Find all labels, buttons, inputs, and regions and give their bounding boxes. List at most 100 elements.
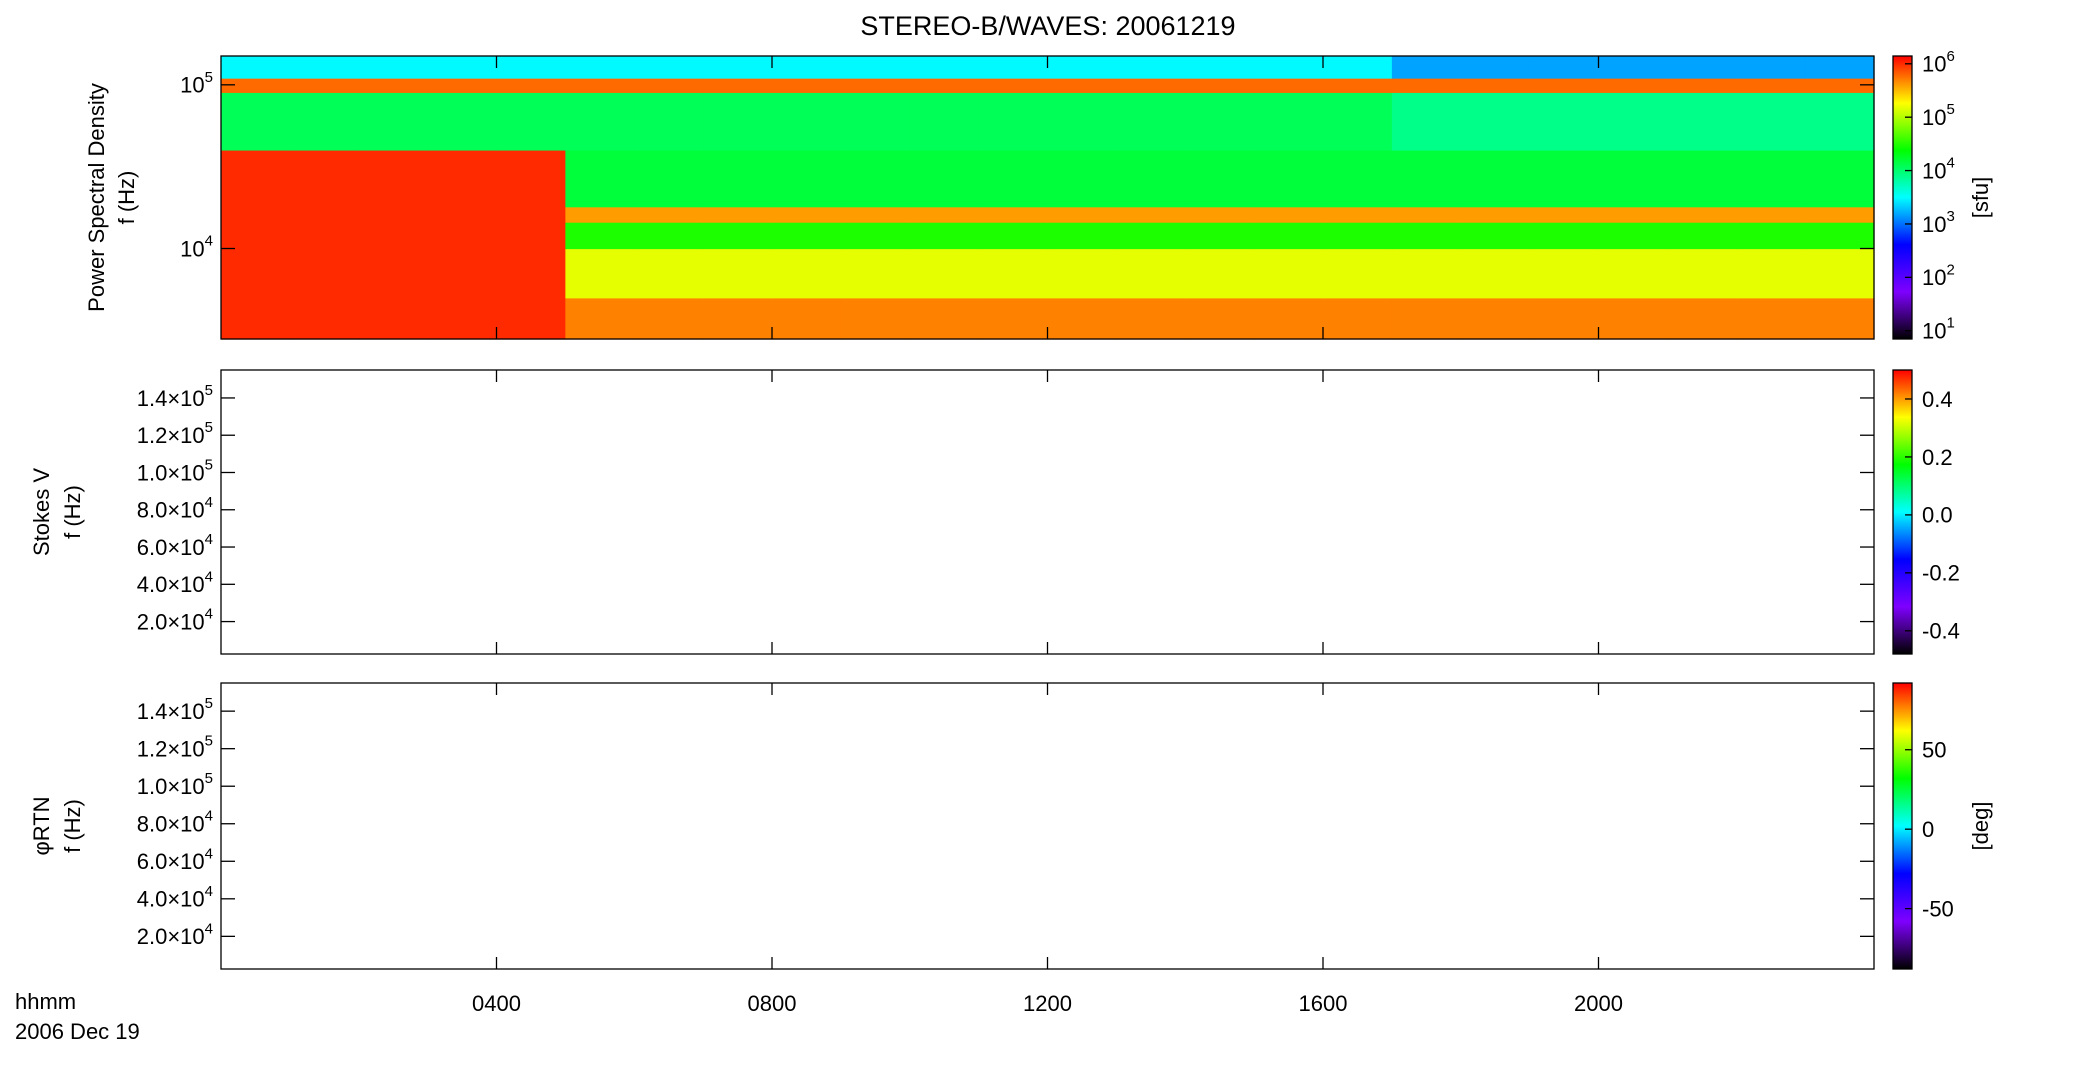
colorbar-tick-label: 0.0 — [1922, 503, 1953, 528]
spectrogram-cell — [1805, 78, 1875, 93]
spectrogram-cell — [427, 56, 498, 79]
spectrogram-cell — [496, 297, 566, 340]
spectrogram-cell — [1736, 149, 1806, 208]
spectrogram-cell — [840, 222, 911, 250]
x-tick-label: 0400 — [472, 991, 521, 1016]
spectrogram-cell — [1047, 78, 1117, 93]
spectrogram-cell — [1116, 297, 1186, 340]
spectrogram-cell — [565, 78, 635, 93]
spectrogram-cell — [1598, 297, 1668, 340]
spectrogram-cell — [1667, 206, 1737, 223]
x-tick-label: 1600 — [1299, 991, 1348, 1016]
spectrogram-cell — [1805, 149, 1875, 208]
spectrogram-cell — [1185, 248, 1255, 299]
spectrogram-cell — [1391, 78, 1462, 93]
spectrogram-cell — [1116, 149, 1186, 208]
spectrogram-cell — [1391, 92, 1462, 151]
spectrogram-cell — [1460, 56, 1531, 79]
spectrogram-cell — [565, 297, 635, 340]
spectrogram-cell — [703, 56, 773, 79]
spectrogram-cell — [1598, 149, 1668, 208]
spectrogram-cell — [427, 149, 498, 208]
spectrogram-cell — [1116, 206, 1186, 223]
spectrogram-cell — [1598, 78, 1668, 93]
colorbar-tick-label: -0.4 — [1922, 619, 1960, 644]
y-tick-label: 4.0×104 — [137, 568, 213, 597]
colorbar-label: [deg] — [1968, 802, 1993, 851]
colorbar-tick-label: 103 — [1922, 208, 1955, 237]
y-tick-label: 4.0×104 — [137, 883, 213, 912]
spectrogram-cell — [1460, 297, 1531, 340]
spectrogram-cell — [1529, 92, 1600, 151]
spectrogram-cell — [909, 206, 980, 223]
spectrogram-cell — [1185, 297, 1255, 340]
spectrogram-cell — [1529, 56, 1600, 79]
spectrogram-cell — [1323, 206, 1393, 223]
spectrogram-cell — [1598, 206, 1668, 223]
spectrogram-cell — [909, 297, 980, 340]
spectrogram-cell — [1047, 248, 1117, 299]
spectrogram-cell — [772, 206, 842, 223]
y-tick-label: 1.2×105 — [137, 419, 213, 448]
spectrogram-cell — [1185, 149, 1255, 208]
colorbar — [1892, 55, 1913, 340]
spectrogram-cell — [703, 92, 773, 151]
y-axis-label: f (Hz) — [60, 799, 85, 853]
spectrogram-cell — [358, 222, 429, 250]
spectrogram-cell — [1460, 149, 1531, 208]
spectrogram-cell — [1323, 78, 1393, 93]
spectrogram-cell — [427, 78, 498, 93]
spectrogram-cell — [909, 92, 980, 151]
spectrogram-cell — [840, 92, 911, 151]
spectrogram-cell — [1529, 149, 1600, 208]
spectrogram-cell — [978, 206, 1049, 223]
colorbar-tick-label: 105 — [1922, 101, 1955, 130]
spectrogram-cell — [427, 297, 498, 340]
spectrogram-cell — [289, 297, 360, 340]
spectrogram-cell — [1323, 248, 1393, 299]
plot-frame — [220, 369, 1875, 655]
spectrogram-cell — [289, 149, 360, 208]
spectrogram-cell — [1736, 56, 1806, 79]
spectrogram-cell — [1323, 92, 1393, 151]
spectrogram-cell — [1391, 297, 1462, 340]
spectrogram-cell — [703, 78, 773, 93]
spectrogram-cell — [1736, 92, 1806, 151]
spectrogram-cell — [1185, 206, 1255, 223]
spectrogram-cell — [703, 149, 773, 208]
y-tick-label: 1.2×105 — [137, 733, 213, 762]
spectrogram-cell — [1667, 222, 1737, 250]
spectrogram-cell — [1667, 92, 1737, 151]
spectrogram-cell — [978, 92, 1049, 151]
spectrogram-cell — [289, 206, 360, 223]
spectrogram-cell — [565, 92, 635, 151]
x-axis-label: hhmm — [15, 989, 76, 1014]
x-tick-label: 2000 — [1574, 991, 1623, 1016]
spectrogram-cell — [1323, 149, 1393, 208]
spectrogram-cell — [634, 206, 704, 223]
spectrogram-cell — [840, 78, 911, 93]
y-tick-label: 6.0×104 — [137, 531, 213, 560]
spectrogram-cell — [1116, 222, 1186, 250]
spectrogram-cell — [1736, 78, 1806, 93]
spectrogram-cell — [496, 149, 566, 208]
spectrogram-cell — [978, 297, 1049, 340]
spectrogram-cell — [1460, 78, 1531, 93]
spectrogram-cell — [1460, 206, 1531, 223]
y-tick-label: 1.4×105 — [137, 382, 213, 411]
spectrogram-cell — [772, 56, 842, 79]
spectrogram-cell — [909, 248, 980, 299]
spectrogram-cell — [221, 222, 291, 250]
spectrogram-cell — [358, 92, 429, 151]
spectrogram-cell — [1805, 297, 1875, 340]
y-tick-label: 2.0×104 — [137, 606, 213, 635]
y-axis-label: f (Hz) — [114, 171, 139, 225]
spectrogram-cell — [1736, 297, 1806, 340]
spectrogram-cell — [221, 297, 291, 340]
spectrogram-cell — [427, 248, 498, 299]
spectrogram-cell — [1391, 206, 1462, 223]
colorbar-tick-label: 0.2 — [1922, 445, 1953, 470]
spectrogram-cell — [1736, 206, 1806, 223]
spectrogram-cell — [634, 149, 704, 208]
y-axis-label: Stokes V — [29, 468, 54, 556]
